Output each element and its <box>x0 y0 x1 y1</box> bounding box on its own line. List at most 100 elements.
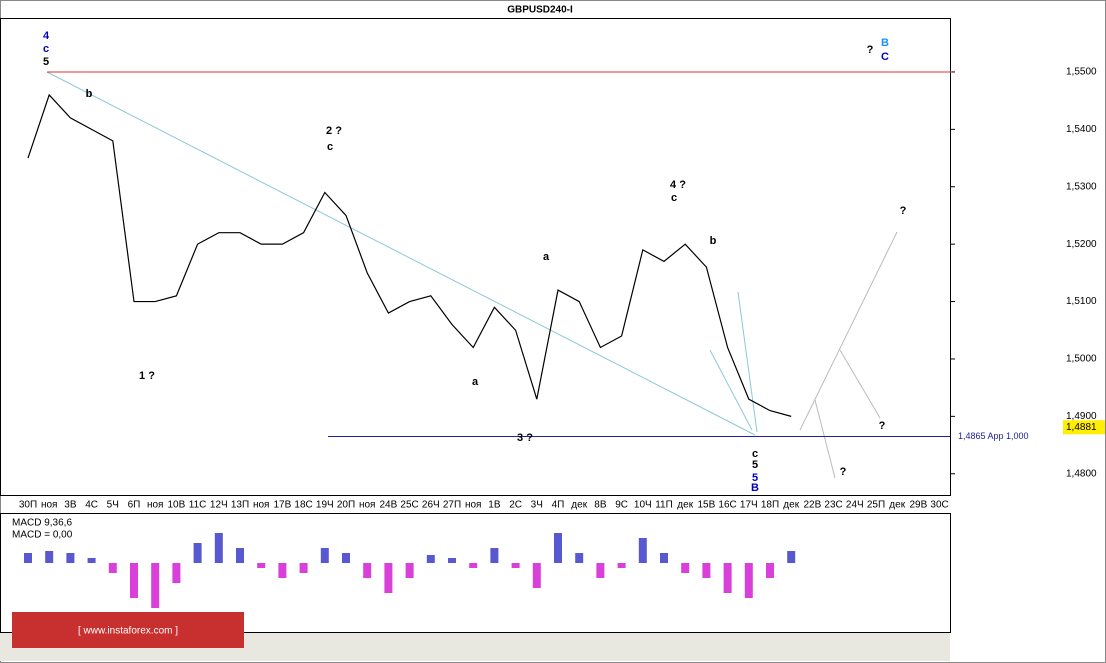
x-tick-label: 6П <box>128 500 141 511</box>
macd-panel <box>0 513 951 633</box>
macd-bar <box>66 553 75 563</box>
x-tick-label: 30С <box>930 500 948 511</box>
macd-bar <box>723 563 732 593</box>
wave-label: ? <box>840 466 847 478</box>
y-tick-label: 1,5500 <box>1066 67 1097 78</box>
x-tick-label: дек <box>889 500 905 511</box>
last-price-label: 1,4881 <box>1066 422 1097 433</box>
macd-bar <box>87 558 96 563</box>
x-tick-label: 22В <box>804 500 822 511</box>
macd-bar <box>45 551 54 563</box>
y-tick-label: 1,5000 <box>1066 354 1097 365</box>
x-tick-label: ноя <box>253 500 270 511</box>
wave-label: 4 <box>43 30 50 42</box>
macd-bar <box>24 553 32 563</box>
wave-label: B <box>881 37 889 49</box>
x-tick-label: 10В <box>168 500 186 511</box>
x-tick-label: 11П <box>655 500 673 511</box>
x-tick-label: 13П <box>231 500 249 511</box>
x-tick-label: 26Ч <box>422 500 440 511</box>
support-label: 1,4865 App 1,000 <box>958 431 1029 441</box>
macd-bar <box>554 533 562 563</box>
y-tick-label: 1,4900 <box>1066 411 1097 422</box>
macd-bar <box>766 563 774 578</box>
wave-label: b <box>86 88 93 100</box>
x-tick-label: 3Ч <box>531 500 543 511</box>
projection <box>839 349 881 419</box>
x-tick-label: 17В <box>274 500 292 511</box>
wave-label: 1 ? <box>139 370 155 382</box>
macd-title: MACD 9,36,6 <box>12 518 72 529</box>
macd-bar <box>278 563 287 578</box>
x-tick-label: 16С <box>718 500 736 511</box>
macd-bar <box>490 548 499 563</box>
wave-label: b <box>710 235 717 247</box>
price-panel <box>0 18 951 496</box>
wave-label: 5 <box>43 56 49 68</box>
macd-bar <box>638 538 647 563</box>
watermark: [ www.instaforex.com ] <box>78 626 178 637</box>
y-tick-label: 1,4800 <box>1066 468 1097 479</box>
macd-bar <box>787 551 796 563</box>
macd-bar <box>532 563 541 588</box>
y-tick-label: 1,5300 <box>1066 181 1097 192</box>
x-tick-label: 19Ч <box>316 500 334 511</box>
macd-bar <box>299 563 308 573</box>
x-tick-label: 18С <box>294 500 312 511</box>
macd-bar <box>702 563 711 578</box>
wave-label: a <box>543 251 550 263</box>
macd-bar <box>172 563 181 583</box>
macd-bar <box>575 553 584 563</box>
wave-label: a <box>472 376 479 388</box>
wave-label: 5 <box>752 459 758 471</box>
x-tick-label: дек <box>571 500 587 511</box>
x-tick-label: дек <box>677 500 693 511</box>
trend-line <box>709 349 753 431</box>
wave-label: c <box>671 192 677 204</box>
wave-label: C <box>881 51 889 63</box>
x-tick-label: дек <box>783 500 799 511</box>
macd-bar <box>617 563 626 568</box>
trend-line <box>737 291 758 433</box>
macd-bar <box>426 555 435 563</box>
x-tick-label: 18П <box>761 500 779 511</box>
macd-bar <box>108 563 117 573</box>
trend-line <box>46 71 756 436</box>
wave-label: 2 ? <box>326 125 342 137</box>
wave-label: 4 ? <box>670 179 686 191</box>
wave-label: ? <box>867 44 874 56</box>
last-price-box <box>1063 420 1105 435</box>
x-tick-label: 11С <box>189 500 207 511</box>
x-tick-label: 10Ч <box>634 500 652 511</box>
wave-label: ? <box>900 205 907 217</box>
wave-label: c <box>327 141 333 153</box>
macd-bar <box>469 563 478 568</box>
x-tick-label: 9С <box>615 500 628 511</box>
macd-bar <box>193 543 202 563</box>
macd-bar <box>320 548 329 563</box>
chart-title: GBPUSD240-I <box>507 5 573 16</box>
wave-label: 3 ? <box>517 432 533 444</box>
x-tick-label: 15В <box>698 500 716 511</box>
y-tick-label: 1,5100 <box>1066 296 1097 307</box>
x-tick-label: 4C <box>85 500 98 511</box>
x-tick-label: 1В <box>488 500 501 511</box>
macd-bar <box>511 563 520 568</box>
macd-bar <box>363 563 372 578</box>
macd-bar <box>130 563 138 598</box>
x-tick-label: 27П <box>443 500 461 511</box>
x-tick-label: 17Ч <box>740 500 758 511</box>
macd-bar <box>214 533 223 563</box>
macd-bar <box>384 563 393 593</box>
x-tick-label: 24В <box>380 500 398 511</box>
x-tick-label: ноя <box>465 500 482 511</box>
x-tick-label: 3В <box>64 500 77 511</box>
x-tick-label: 8В <box>594 500 607 511</box>
macd-bar <box>660 553 668 563</box>
macd-bar <box>744 563 753 598</box>
y-tick-label: 1,5400 <box>1066 124 1097 135</box>
macd-bar <box>236 548 244 563</box>
x-tick-label: 4П <box>552 500 565 511</box>
x-tick-label: 2С <box>509 500 522 511</box>
x-tick-label: 29В <box>910 500 928 511</box>
